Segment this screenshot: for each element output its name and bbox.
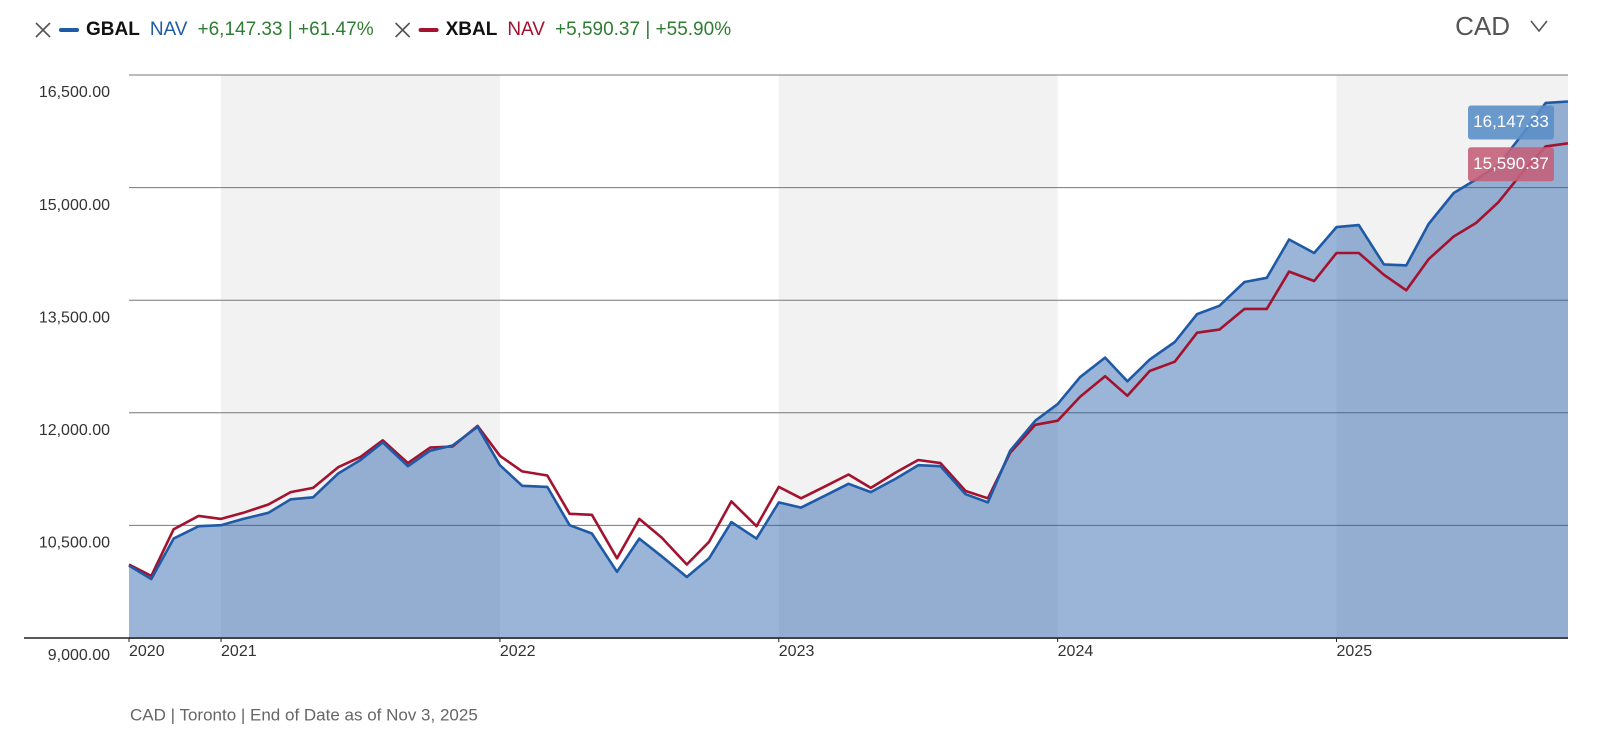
legend-measure: NAV [150,19,188,40]
currency-selector[interactable]: CAD [1455,11,1510,41]
legend-change: +5,590.37 | +55.90% [555,19,731,40]
remove-series-icon[interactable] [35,22,51,38]
y-tick-label: 15,000.00 [39,197,110,214]
end-value-label: 15,590.37 [1473,154,1549,173]
end-value-label: 16,147.33 [1473,112,1549,131]
x-tick-label: 2025 [1337,643,1373,660]
x-tick-label: 2022 [500,643,536,660]
legend-name: XBAL [446,19,498,40]
series-line [128,142,1569,578]
y-tick-label: 12,000.00 [39,422,110,439]
x-tick-label: 2023 [779,643,815,660]
legend-measure: NAV [507,19,545,40]
legend-name: GBAL [86,19,140,40]
x-tick-label: 2021 [221,643,257,660]
y-tick-label: 13,500.00 [39,309,110,326]
remove-series-icon[interactable] [395,22,411,38]
x-tick-label: 2020 [129,643,165,660]
year-band [221,75,500,638]
y-tick-label: 16,500.00 [39,84,110,101]
series-line [128,100,1569,581]
legend-change: +6,147.33 | +61.47% [198,19,374,40]
end-value-box [1468,105,1554,140]
series-area [129,101,1568,638]
end-value-box [1468,147,1554,182]
footer-note: CAD | Toronto | End of Date as of Nov 3,… [130,705,478,724]
y-tick-label: 9,000.00 [48,647,110,664]
year-band [778,75,1058,638]
y-tick-label: 10,500.00 [39,535,110,552]
x-tick-label: 2024 [1058,643,1094,660]
dropdown-chevron[interactable] [1530,20,1548,33]
